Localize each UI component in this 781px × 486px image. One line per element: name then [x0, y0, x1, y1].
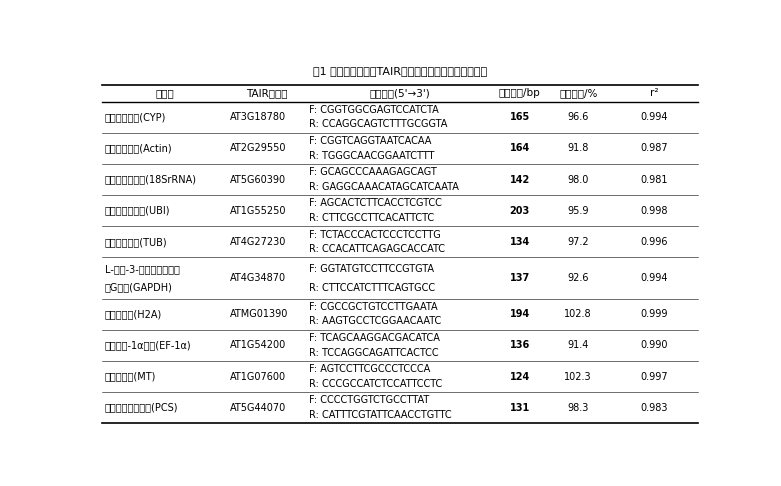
Text: F: GGTATGTCCTTCCGTGTA: F: GGTATGTCCTTCCGTGTA: [308, 263, 434, 274]
Text: 组蛋白基因(H2A): 组蛋白基因(H2A): [105, 309, 162, 319]
Text: AT1G54200: AT1G54200: [230, 340, 287, 350]
Text: 96.6: 96.6: [568, 112, 589, 122]
Text: 98.0: 98.0: [568, 174, 589, 185]
Text: AT4G27230: AT4G27230: [230, 237, 287, 247]
Text: 0.996: 0.996: [640, 237, 669, 247]
Text: R: TGGGCAACGGAATCTTT: R: TGGGCAACGGAATCTTT: [308, 151, 434, 160]
Text: AT2G29550: AT2G29550: [230, 143, 287, 154]
Text: 102.8: 102.8: [565, 309, 592, 319]
Text: 91.8: 91.8: [568, 143, 589, 154]
Text: 金属硫蛋白(MT): 金属硫蛋白(MT): [105, 371, 156, 382]
Text: 97.2: 97.2: [568, 237, 589, 247]
Text: R: CCCGCCATCTCCATTCCTC: R: CCCGCCATCTCCATTCCTC: [308, 379, 442, 389]
Text: 基因名: 基因名: [155, 88, 174, 98]
Text: TAIR登录号: TAIR登录号: [246, 88, 288, 98]
Text: 142: 142: [510, 174, 530, 185]
Text: F: TCTACCCACTCCCTCCTTG: F: TCTACCCACTCCCTCCTTG: [308, 229, 440, 240]
Text: F: AGTCCTTCGCCCTCCCA: F: AGTCCTTCGCCCTCCCA: [308, 364, 430, 374]
Text: F: CGCCGCTGTCCTTGAATA: F: CGCCGCTGTCCTTGAATA: [308, 302, 437, 312]
Text: R: CCAGGCAGTCTTTGCGGTA: R: CCAGGCAGTCTTTGCGGTA: [308, 120, 448, 129]
Text: 0.994: 0.994: [640, 273, 669, 283]
Text: 延伸因子-1α基因(EF-1α): 延伸因子-1α基因(EF-1α): [105, 340, 191, 350]
Text: 微管蛋白基因(TUB): 微管蛋白基因(TUB): [105, 237, 167, 247]
Text: L-油酯-3-磷酸山梨糖脱氢: L-油酯-3-磷酸山梨糖脱氢: [105, 264, 180, 274]
Text: 0.987: 0.987: [640, 143, 669, 154]
Text: F: CGGTGGCGAGTCCATCTA: F: CGGTGGCGAGTCCATCTA: [308, 105, 439, 115]
Text: 核糖体亚单基对(18SrRNA): 核糖体亚单基对(18SrRNA): [105, 174, 197, 185]
Text: 92.6: 92.6: [568, 273, 589, 283]
Text: R: CTTCCATCTTTCAGTGCC: R: CTTCCATCTTTCAGTGCC: [308, 282, 435, 293]
Text: 95.9: 95.9: [568, 206, 589, 216]
Text: 134: 134: [510, 237, 530, 247]
Text: 片段大小/bp: 片段大小/bp: [499, 88, 540, 98]
Text: 0.999: 0.999: [640, 309, 669, 319]
Text: AT1G55250: AT1G55250: [230, 206, 287, 216]
Text: 肌动蛋白基因(Actin): 肌动蛋白基因(Actin): [105, 143, 173, 154]
Text: 0.994: 0.994: [640, 112, 669, 122]
Text: ATMG01390: ATMG01390: [230, 309, 288, 319]
Text: 植物螯合素合成酶(PCS): 植物螯合素合成酶(PCS): [105, 402, 178, 413]
Text: 124: 124: [510, 371, 530, 382]
Text: F: CCCCTGGTCTGCCTTAT: F: CCCCTGGTCTGCCTTAT: [308, 396, 429, 405]
Text: AT1G07600: AT1G07600: [230, 371, 287, 382]
Text: 91.4: 91.4: [568, 340, 589, 350]
Text: 亲环蛋白基因(CYP): 亲环蛋白基因(CYP): [105, 112, 166, 122]
Text: F: TCAGCAAGGACGACATCA: F: TCAGCAAGGACGACATCA: [308, 333, 440, 343]
Text: 98.3: 98.3: [568, 402, 589, 413]
Text: 表1 十个候选基因的TAIR登录号、引物序列及扩增特点: 表1 十个候选基因的TAIR登录号、引物序列及扩增特点: [313, 67, 487, 76]
Text: R: CATTTCGTATTCAACCTGTTC: R: CATTTCGTATTCAACCTGTTC: [308, 410, 451, 420]
Text: 泛素连接酶基因(UBI): 泛素连接酶基因(UBI): [105, 206, 170, 216]
Text: 203: 203: [510, 206, 530, 216]
Text: 引物序列(5'→3'): 引物序列(5'→3'): [370, 88, 430, 98]
Text: 136: 136: [510, 340, 530, 350]
Text: F: GCAGCCCAAAGAGCAGT: F: GCAGCCCAAAGAGCAGT: [308, 167, 437, 177]
Text: 165: 165: [510, 112, 530, 122]
Text: 164: 164: [510, 143, 530, 154]
Text: 137: 137: [510, 273, 530, 283]
Text: 0.983: 0.983: [640, 402, 669, 413]
Text: AT5G60390: AT5G60390: [230, 174, 287, 185]
Text: R: AAGTGCCTCGGAACAATC: R: AAGTGCCTCGGAACAATC: [308, 316, 441, 327]
Text: 131: 131: [510, 402, 530, 413]
Text: 0.998: 0.998: [640, 206, 669, 216]
Text: r²: r²: [651, 88, 658, 98]
Text: 0.990: 0.990: [640, 340, 669, 350]
Text: 0.981: 0.981: [640, 174, 669, 185]
Text: 194: 194: [510, 309, 530, 319]
Text: R: CCACATTCAGAGCACCATC: R: CCACATTCAGAGCACCATC: [308, 244, 445, 254]
Text: F: AGCACTCTTCACCTCGTCC: F: AGCACTCTTCACCTCGTCC: [308, 198, 442, 208]
Text: R: GAGGCAAACATAGCATCAATA: R: GAGGCAAACATAGCATCAATA: [308, 182, 458, 191]
Text: F: CGGTCAGGTAATCACAA: F: CGGTCAGGTAATCACAA: [308, 136, 431, 146]
Text: 0.997: 0.997: [640, 371, 669, 382]
Text: AT4G34870: AT4G34870: [230, 273, 287, 283]
Text: AT5G44070: AT5G44070: [230, 402, 287, 413]
Text: 酶G基因(GAPDH): 酶G基因(GAPDH): [105, 282, 173, 292]
Text: R: TCCAGGCAGATTCACTCC: R: TCCAGGCAGATTCACTCC: [308, 347, 438, 358]
Text: AT3G18780: AT3G18780: [230, 112, 287, 122]
Text: 扩增效率/%: 扩增效率/%: [559, 88, 597, 98]
Text: R: CTTCGCCTTCACATTCTC: R: CTTCGCCTTCACATTCTC: [308, 213, 434, 223]
Text: 102.3: 102.3: [565, 371, 592, 382]
